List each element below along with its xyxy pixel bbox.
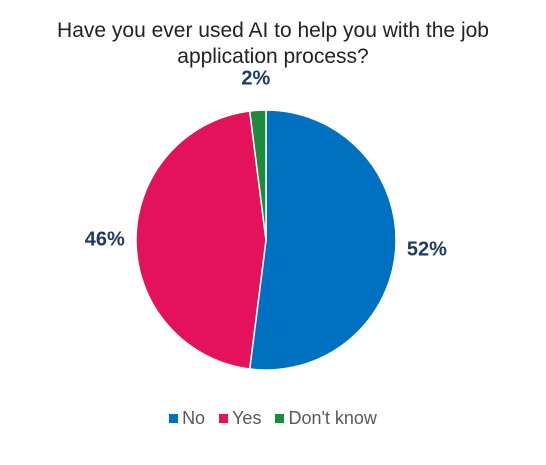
legend-item: Don't know xyxy=(275,408,377,429)
chart-title: Have you ever used AI to help you with t… xyxy=(57,19,489,68)
value-label: 52% xyxy=(407,238,447,260)
legend: No Yes Don't know xyxy=(0,408,546,429)
legend-swatch xyxy=(219,414,229,423)
value-label: 46% xyxy=(85,228,125,250)
legend-label: Don't know xyxy=(288,408,377,428)
pie-slice xyxy=(248,109,267,241)
legend-item: No xyxy=(169,408,205,429)
legend-label: Yes xyxy=(232,408,262,428)
pie-slice xyxy=(135,110,267,370)
value-label: 2% xyxy=(241,67,270,89)
pie-slice xyxy=(248,109,397,371)
legend-swatch xyxy=(275,414,285,423)
legend-swatch xyxy=(169,414,179,423)
legend-item: Yes xyxy=(219,408,261,429)
legend-label: No xyxy=(182,408,206,428)
